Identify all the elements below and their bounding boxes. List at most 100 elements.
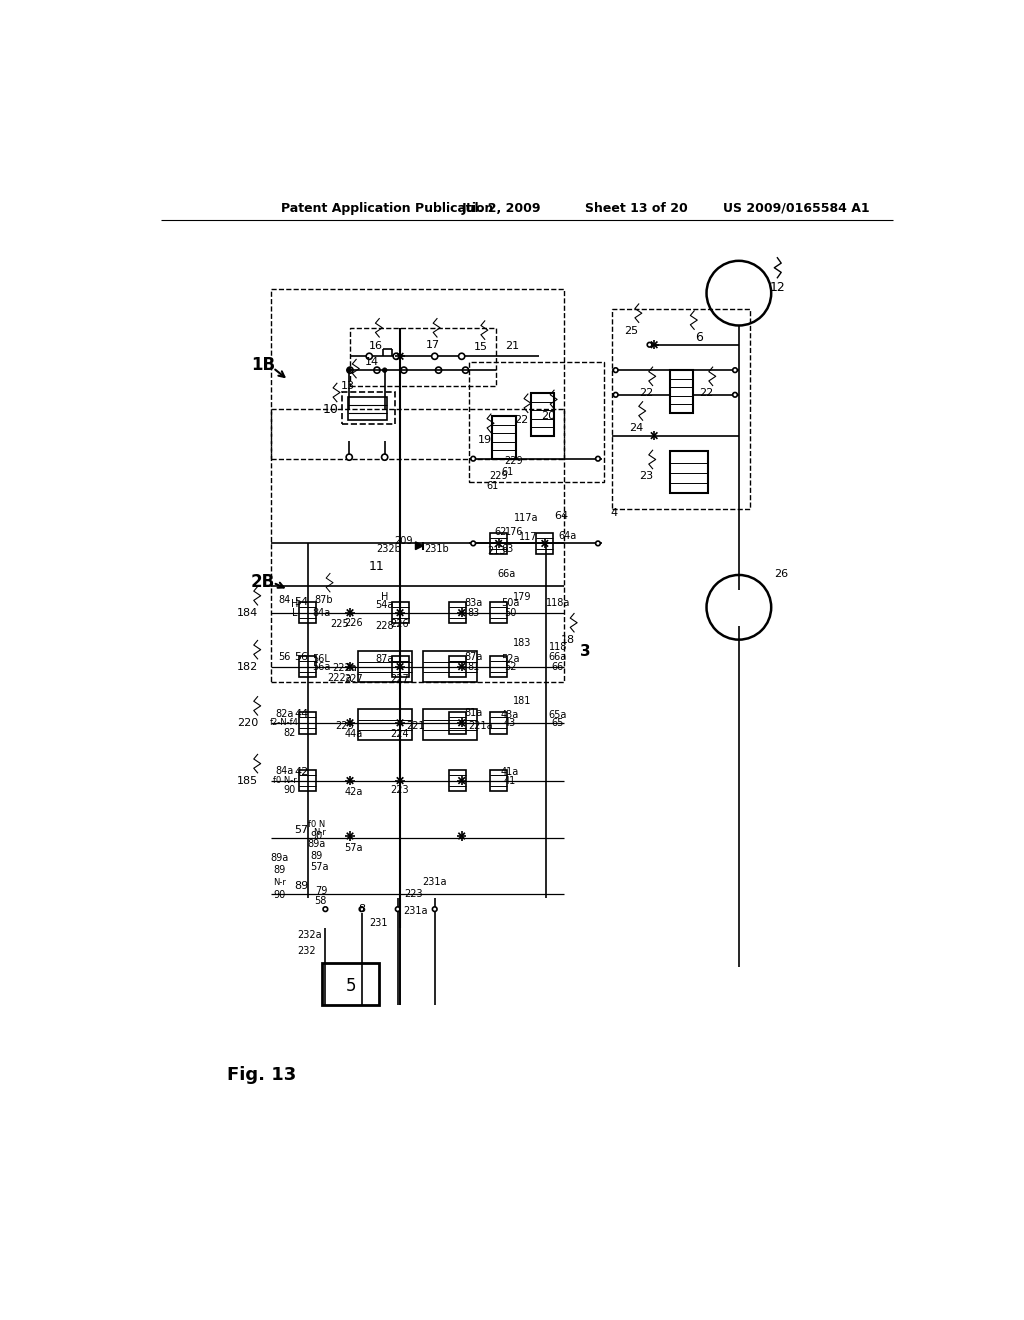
Text: 58: 58	[313, 896, 327, 907]
Circle shape	[435, 367, 441, 374]
Text: 66a: 66a	[549, 652, 567, 663]
Text: 89: 89	[273, 865, 286, 875]
Text: Jul. 2, 2009: Jul. 2, 2009	[462, 202, 541, 215]
Text: 179: 179	[512, 593, 531, 602]
Text: f2-N-f4: f2-N-f4	[270, 718, 299, 726]
Text: 2B: 2B	[251, 573, 275, 591]
Circle shape	[613, 392, 617, 397]
Bar	[271, 409, 564, 682]
Text: 84a: 84a	[275, 767, 294, 776]
Text: 231b: 231b	[425, 544, 450, 554]
Text: 50a: 50a	[501, 598, 519, 609]
Text: 54a: 54a	[376, 601, 394, 610]
Text: 221: 221	[407, 721, 425, 731]
Circle shape	[400, 367, 407, 374]
Text: 25: 25	[624, 326, 638, 335]
Text: 54: 54	[295, 597, 308, 607]
Text: 65: 65	[552, 718, 564, 727]
Text: 22: 22	[699, 388, 714, 399]
Text: 42: 42	[294, 767, 308, 777]
Text: Patent Application Publication: Patent Application Publication	[281, 202, 494, 215]
Text: 225: 225	[331, 619, 349, 630]
Bar	[391, 656, 409, 677]
Circle shape	[647, 342, 652, 347]
Text: 63: 63	[502, 544, 514, 554]
Text: H: H	[291, 599, 298, 610]
Circle shape	[347, 368, 351, 372]
Text: 44a: 44a	[345, 730, 362, 739]
Text: 231a: 231a	[423, 878, 446, 887]
Circle shape	[471, 541, 475, 545]
Text: 209: 209	[394, 536, 413, 546]
Text: 89: 89	[294, 880, 308, 891]
Text: 220: 220	[237, 718, 258, 727]
Bar	[450, 656, 466, 677]
Bar	[350, 327, 497, 385]
Text: 12: 12	[769, 281, 785, 294]
Text: 231: 231	[370, 917, 388, 928]
Text: 176: 176	[505, 527, 523, 537]
Text: 117a: 117a	[514, 513, 539, 523]
Text: 66: 66	[552, 661, 564, 672]
Text: 224: 224	[391, 730, 410, 739]
Text: 225: 225	[335, 721, 354, 731]
Bar	[531, 393, 554, 436]
Text: 222a: 222a	[328, 673, 352, 684]
Circle shape	[323, 907, 328, 911]
Text: 52a: 52a	[501, 653, 519, 664]
Text: 81a: 81a	[464, 708, 482, 718]
Bar	[357, 709, 412, 739]
Text: 221a: 221a	[469, 721, 494, 731]
Text: f0 N-r: f0 N-r	[272, 776, 296, 785]
Text: 24: 24	[630, 422, 643, 433]
Text: 87a: 87a	[376, 653, 394, 664]
Text: 56a: 56a	[312, 661, 331, 672]
Text: 16: 16	[369, 341, 382, 351]
Text: 213: 213	[487, 546, 506, 556]
Text: 89: 89	[310, 851, 323, 861]
Bar	[490, 770, 507, 792]
Text: 14: 14	[365, 358, 379, 367]
Text: 42a: 42a	[345, 787, 364, 797]
Text: N-r: N-r	[313, 828, 327, 837]
Circle shape	[432, 907, 437, 911]
Text: 66a: 66a	[498, 569, 515, 579]
Text: 223: 223	[403, 888, 423, 899]
Text: 226: 226	[391, 619, 410, 630]
Text: Fig. 13: Fig. 13	[226, 1065, 296, 1084]
Text: 222a: 222a	[332, 663, 357, 673]
Text: 44: 44	[294, 709, 308, 719]
Text: 57: 57	[295, 825, 308, 834]
Text: 62: 62	[494, 527, 506, 537]
Text: 90: 90	[283, 785, 295, 795]
Circle shape	[432, 354, 438, 359]
Polygon shape	[416, 543, 423, 549]
Text: 1B: 1B	[251, 356, 275, 374]
Bar	[450, 770, 466, 792]
Bar	[342, 392, 394, 424]
Text: 83: 83	[467, 607, 479, 618]
Text: 41: 41	[504, 776, 516, 785]
Text: 231a: 231a	[403, 907, 428, 916]
Bar	[490, 602, 507, 623]
Circle shape	[471, 457, 475, 461]
Bar	[299, 656, 316, 677]
Text: 41a: 41a	[501, 767, 519, 777]
Circle shape	[374, 367, 380, 374]
Text: 52: 52	[504, 661, 516, 672]
Bar	[493, 416, 515, 459]
Text: 50: 50	[504, 607, 516, 618]
Text: 117: 117	[518, 532, 538, 543]
Circle shape	[382, 368, 387, 372]
Bar	[450, 711, 466, 734]
Text: 8: 8	[358, 904, 366, 915]
Text: 87a: 87a	[464, 652, 482, 663]
Text: 18: 18	[561, 635, 575, 644]
Circle shape	[382, 454, 388, 461]
Bar	[322, 964, 379, 1006]
Text: 82: 82	[283, 727, 295, 738]
Circle shape	[733, 392, 737, 397]
Text: Sheet 13 of 20: Sheet 13 of 20	[585, 202, 687, 215]
Text: 26: 26	[774, 569, 788, 579]
Text: 232b: 232b	[376, 544, 401, 554]
